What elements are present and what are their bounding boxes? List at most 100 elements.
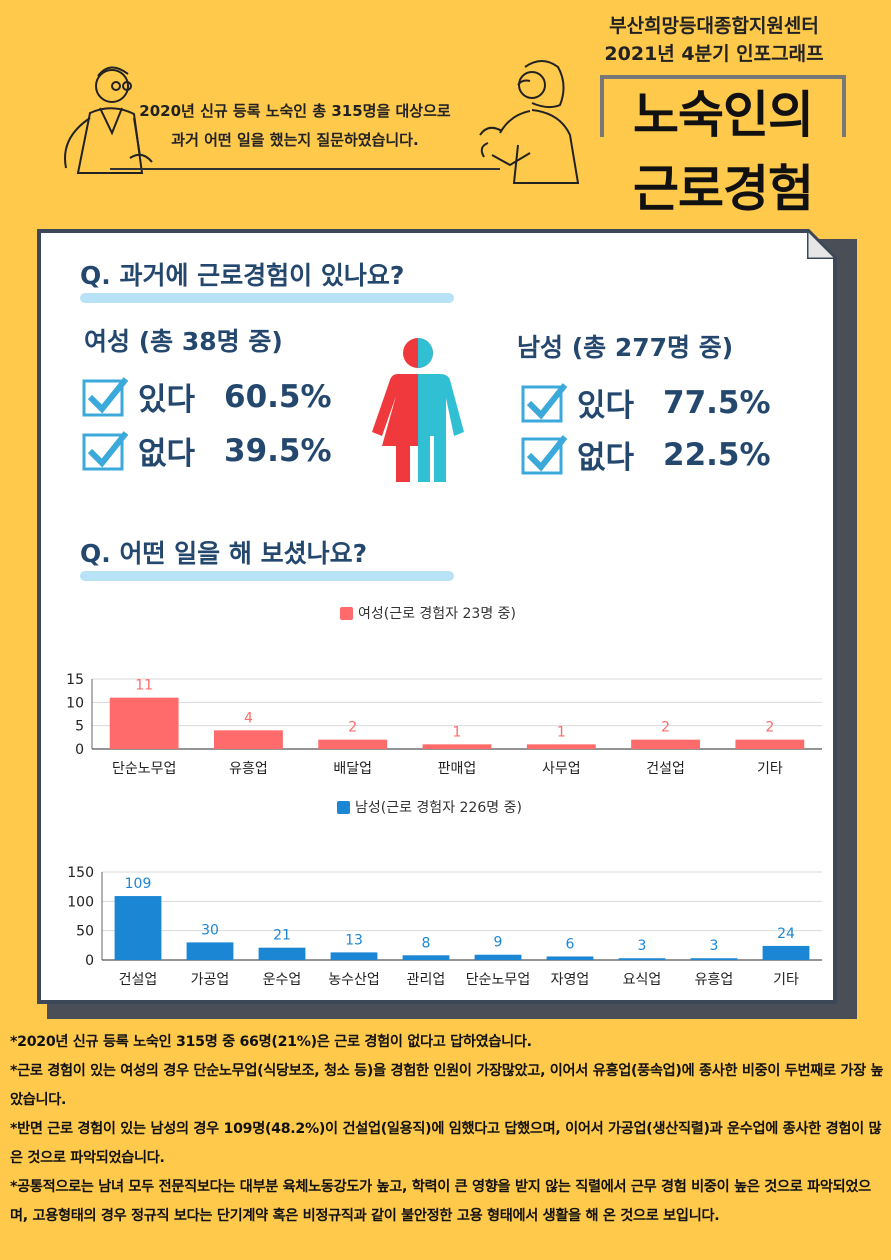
female-yes-value: 60.5% xyxy=(224,378,332,415)
category-label: 농수산업 xyxy=(328,972,380,988)
bar xyxy=(109,697,179,749)
intro-underline xyxy=(110,168,500,170)
bar xyxy=(631,739,700,749)
female-bar-chart: 15 10 5 0 11 단순노무업 4 유흥업 2 배달업 1 판매업 1 사무업 2 건설업 2 기타 xyxy=(66,672,822,777)
data-label: 2 xyxy=(765,720,774,736)
bar xyxy=(114,896,162,960)
bar xyxy=(258,947,306,960)
q2-question: Q. 어떤 일을 해 보셨나요? xyxy=(80,539,368,568)
female-no-row: 없다 39.5% xyxy=(82,428,332,473)
category-label: 사무업 xyxy=(542,761,581,777)
checkbox-icon xyxy=(82,430,128,470)
category-label: 기타 xyxy=(757,761,783,777)
category-label: 기타 xyxy=(773,972,799,988)
category-label: 건설업 xyxy=(646,761,685,777)
data-label: 9 xyxy=(494,935,503,951)
checkbox-icon xyxy=(82,376,128,416)
male-heading: 남성 (총 277명 중) xyxy=(517,333,734,362)
category-label: 단순노무업 xyxy=(112,761,176,777)
data-label: 30 xyxy=(201,922,219,938)
bar xyxy=(214,730,283,749)
y-tick-label: 100 xyxy=(67,894,94,910)
bar xyxy=(546,956,594,960)
y-tick-label: 150 xyxy=(67,865,94,881)
y-tick-label: 50 xyxy=(76,924,94,940)
data-label: 24 xyxy=(777,926,795,942)
bar xyxy=(690,958,738,960)
bar xyxy=(762,945,810,960)
male-no-value: 22.5% xyxy=(663,436,771,473)
content-card xyxy=(37,229,837,1004)
data-label: 6 xyxy=(566,936,575,952)
category-label: 단순노무업 xyxy=(466,972,530,988)
title-bracket xyxy=(600,75,846,137)
org-header: 부산희망등대종합지원센터 2021년 4분기 인포그래프 xyxy=(589,12,839,68)
bar xyxy=(330,952,378,960)
gender-icon xyxy=(372,338,464,482)
bar xyxy=(402,955,450,960)
male-yes-label: 있다 xyxy=(577,388,635,424)
data-label: 8 xyxy=(422,935,431,951)
y-tick-label: 0 xyxy=(85,953,94,969)
category-label: 판매업 xyxy=(438,761,477,777)
legend-swatch-male xyxy=(337,800,350,814)
female-yes-label: 있다 xyxy=(138,382,196,418)
data-label: 3 xyxy=(638,938,647,954)
category-label: 유흥업 xyxy=(229,761,268,777)
bar xyxy=(618,958,666,960)
data-label: 1 xyxy=(557,724,566,740)
category-label: 관리업 xyxy=(407,972,446,988)
checkbox-icon xyxy=(521,382,567,422)
intro-line-2: 과거 어떤 일을 했는지 질문하였습니다. xyxy=(171,131,419,149)
category-label: 가공업 xyxy=(191,972,230,988)
note-3: *반면 근로 경험이 있는 남성의 경우 109명(48.2%)이 건설업(일용… xyxy=(10,1121,882,1166)
category-label: 자영업 xyxy=(551,972,590,988)
female-yes-row: 있다 60.5% xyxy=(82,374,332,419)
intro-text: 2020년 신규 등록 노숙인 총 315명을 대상으로 과거 어떤 일을 했는… xyxy=(105,97,485,155)
org-name: 부산희망등대종합지원센터 xyxy=(609,15,819,37)
male-no-row: 없다 22.5% xyxy=(521,432,771,477)
category-label: 배달업 xyxy=(333,761,372,777)
period-label: 2021년 4분기 인포그래프 xyxy=(604,43,824,65)
male-yes-value: 77.5% xyxy=(663,384,771,421)
male-no-label: 없다 xyxy=(577,440,635,476)
y-tick-label: 15 xyxy=(66,672,84,688)
intro-line-1: 2020년 신규 등록 노숙인 총 315명을 대상으로 xyxy=(139,102,451,120)
bar xyxy=(422,744,492,749)
male-legend-label: 남성(근로 경험자 226명 중) xyxy=(355,800,522,816)
woman-illustration xyxy=(479,60,580,184)
data-label: 3 xyxy=(710,938,719,954)
female-no-label: 없다 xyxy=(138,436,196,472)
data-label: 2 xyxy=(348,720,357,736)
card-fold-corner xyxy=(807,229,837,259)
data-label: 109 xyxy=(125,876,152,892)
male-legend: 남성(근로 경험자 226명 중) xyxy=(337,797,522,817)
category-label: 운수업 xyxy=(263,972,302,988)
data-label: 11 xyxy=(135,678,153,694)
data-label: 21 xyxy=(273,928,291,944)
bar xyxy=(526,744,596,749)
female-legend-label: 여성(근로 경험자 23명 중) xyxy=(358,606,517,622)
data-label: 1 xyxy=(453,724,462,740)
note-2: *근로 경험이 있는 여성의 경우 단순노무업(식당보조, 청소 등)을 경험한… xyxy=(10,1063,884,1108)
y-tick-label: 10 xyxy=(66,695,84,711)
main-title: 노숙인의 근로경험 xyxy=(600,75,846,225)
category-label: 요식업 xyxy=(623,972,662,988)
title-line-1: 노숙인의 xyxy=(633,86,814,144)
male-bar-chart: 150 100 50 0 109 건설업 30 가공업 21 운수업 13 농수산업 8 관리업 9 단순노무… xyxy=(67,865,822,988)
data-label: 4 xyxy=(244,710,253,726)
q1-highlight xyxy=(80,293,454,303)
note-4: *공통적으로는 남녀 모두 전문직보다는 대부분 육체노동강도가 높고, 학력이… xyxy=(10,1179,871,1224)
note-1: *2020년 신규 등록 노숙인 315명 중 66명(21%)은 근로 경험이… xyxy=(10,1034,532,1050)
data-label: 13 xyxy=(345,932,363,948)
title-line-2: 근로경험 xyxy=(633,160,814,218)
bar xyxy=(735,739,805,749)
category-label: 건설업 xyxy=(119,972,158,988)
man-illustration xyxy=(64,66,153,174)
category-label: 유흥업 xyxy=(695,972,734,988)
data-label: 2 xyxy=(661,720,670,736)
legend-swatch-female xyxy=(340,606,353,620)
male-yes-row: 있다 77.5% xyxy=(521,380,771,425)
female-no-value: 39.5% xyxy=(224,432,332,469)
bar xyxy=(474,954,522,960)
